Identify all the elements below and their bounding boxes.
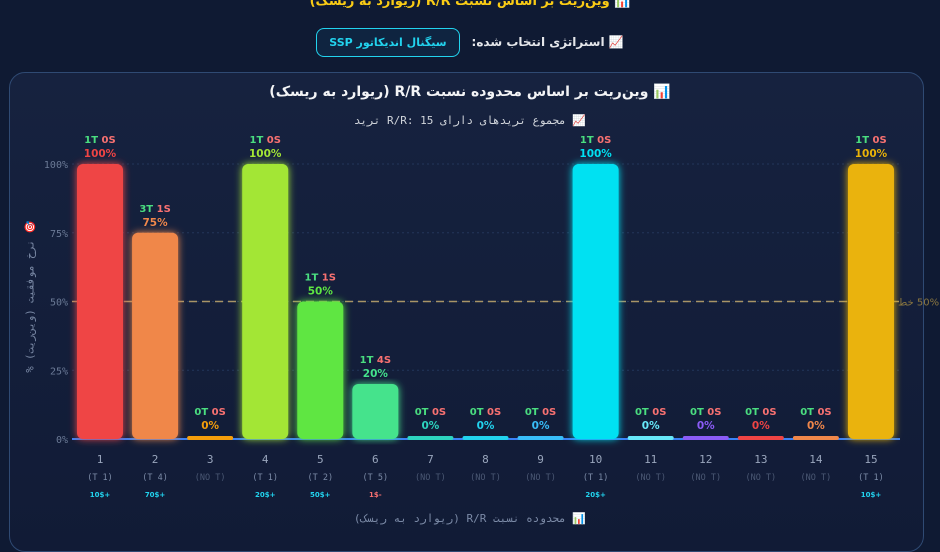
trade-count-label: (T 1) — [252, 473, 278, 483]
value-label: 20% — [363, 368, 389, 380]
bar-9[interactable] — [517, 436, 564, 440]
wins-losses-label: 1T 0S — [84, 135, 115, 146]
value-label: 0% — [477, 420, 495, 432]
x-tick-label: 4 — [262, 453, 269, 466]
chart-subtitle: 📈 مجموع تریدهای دارای R/R: 15 ترید — [353, 114, 587, 127]
bar-chart: 0%25%50%75%100%50% خط 100%1T 0S1(T 1)10$… — [44, 135, 939, 499]
x-tick-label: 5 — [317, 453, 324, 466]
x-tick-label: 11 — [644, 453, 657, 466]
bar-3[interactable] — [187, 436, 234, 440]
bar-7[interactable] — [407, 436, 454, 440]
wins-losses-label: 0T 0S — [470, 407, 501, 418]
trade-count-label: (T 1) — [87, 473, 113, 483]
value-label: 0% — [422, 420, 440, 432]
x-tick-label: 15 — [864, 453, 877, 466]
bar-12[interactable] — [682, 436, 729, 440]
trade-count-label: (NO T) — [470, 473, 501, 483]
value-label: 0% — [697, 420, 715, 432]
x-tick-label: 2 — [152, 453, 159, 466]
strategy-button[interactable]: سیگنال اندیکاتور SSP — [316, 27, 460, 57]
page-title: 📊 وین‌ریت بر اساس نسبت R/R (ریوارد به ری… — [309, 0, 631, 9]
profit-label: 10$+ — [861, 491, 882, 499]
x-tick-label: 13 — [754, 453, 767, 466]
bar-1[interactable] — [77, 164, 123, 439]
wins-losses-label: 1T 0S — [249, 135, 280, 146]
profit-label: 50$+ — [310, 491, 331, 499]
x-axis-label: 📊 محدوده نسبت R/R (ریوارد به ریسک) — [353, 512, 587, 525]
trade-count-label: (T 2) — [307, 473, 333, 483]
value-label: 100% — [249, 148, 282, 160]
profit-label: 70$+ — [145, 491, 166, 499]
y-tick-label: 25% — [50, 366, 68, 377]
wins-losses-label: 0T 0S — [800, 407, 831, 418]
wins-losses-label: 1T 4S — [360, 355, 391, 366]
trade-count-label: (T 1) — [858, 473, 884, 483]
wins-losses-label: 0T 0S — [415, 407, 446, 418]
trade-count-label: (NO T) — [415, 473, 446, 483]
profit-label: 20$+ — [585, 491, 606, 499]
value-label: 100% — [855, 148, 888, 160]
bar-11[interactable] — [627, 436, 674, 440]
bar-2[interactable] — [132, 232, 179, 439]
trade-count-label: (NO T) — [745, 473, 776, 483]
value-label: 0% — [807, 420, 825, 432]
trade-count-label: (NO T) — [801, 473, 832, 483]
x-tick-label: 9 — [537, 453, 544, 466]
wins-losses-label: 0T 0S — [690, 407, 721, 418]
bar-15[interactable] — [847, 164, 894, 439]
value-label: 100% — [84, 148, 117, 160]
reference-line-label: 50% خط — [898, 298, 939, 309]
y-tick-label: 100% — [44, 160, 68, 171]
strategy-label: 📈 استراتژی انتخاب شده: — [471, 35, 624, 49]
bar-5[interactable] — [297, 301, 344, 440]
profit-label: 20$+ — [255, 491, 276, 499]
value-label: 0% — [532, 420, 550, 432]
x-tick-label: 6 — [372, 453, 379, 466]
wins-losses-label: 1T 0S — [855, 135, 886, 146]
trade-count-label: (NO T) — [635, 473, 666, 483]
bar-10[interactable] — [572, 164, 619, 439]
bar-6[interactable] — [352, 384, 399, 439]
value-label: 75% — [142, 217, 168, 229]
chart-title: 📊 وین‌ریت بر اساس محدوده نسبت R/R (ریوار… — [269, 84, 671, 100]
trade-count-label: (NO T) — [195, 473, 226, 483]
profit-label: 1$- — [369, 491, 382, 499]
value-label: 0% — [201, 420, 219, 432]
x-tick-label: 12 — [699, 453, 712, 466]
bar-14[interactable] — [792, 436, 839, 440]
trade-count-label: (NO T) — [690, 473, 721, 483]
wins-losses-label: 1T 1S — [305, 273, 336, 284]
wins-losses-label: 0T 0S — [745, 407, 776, 418]
value-label: 100% — [579, 148, 612, 160]
trade-count-label: (T 4) — [142, 473, 168, 483]
x-tick-label: 1 — [97, 453, 104, 466]
x-tick-label: 3 — [207, 453, 214, 466]
bar-8[interactable] — [462, 436, 509, 440]
trade-count-label: (T 1) — [583, 473, 609, 483]
wins-losses-label: 3T 1S — [139, 204, 170, 215]
strategy-row: 📈 استراتژی انتخاب شده: سیگنال اندیکاتور … — [0, 26, 940, 58]
wins-losses-label: 0T 0S — [635, 407, 666, 418]
x-tick-label: 8 — [482, 453, 489, 466]
trade-count-label: (NO T) — [525, 473, 556, 483]
x-tick-label: 14 — [809, 453, 823, 466]
x-tick-label: 7 — [427, 453, 434, 466]
wins-losses-label: 0T 0S — [525, 407, 556, 418]
value-label: 0% — [752, 420, 770, 432]
y-tick-label: 50% — [50, 298, 68, 309]
x-tick-label: 10 — [589, 453, 602, 466]
bar-4[interactable] — [242, 164, 289, 439]
wins-losses-label: 1T 0S — [580, 135, 611, 146]
value-label: 0% — [642, 420, 660, 432]
bar-13[interactable] — [737, 436, 784, 440]
y-tick-label: 75% — [50, 229, 68, 240]
value-label: 50% — [308, 286, 334, 298]
y-tick-label: 0% — [56, 435, 68, 446]
trade-count-label: (T 5) — [363, 473, 389, 483]
wins-losses-label: 0T 0S — [194, 407, 225, 418]
profit-label: 10$+ — [90, 491, 111, 499]
